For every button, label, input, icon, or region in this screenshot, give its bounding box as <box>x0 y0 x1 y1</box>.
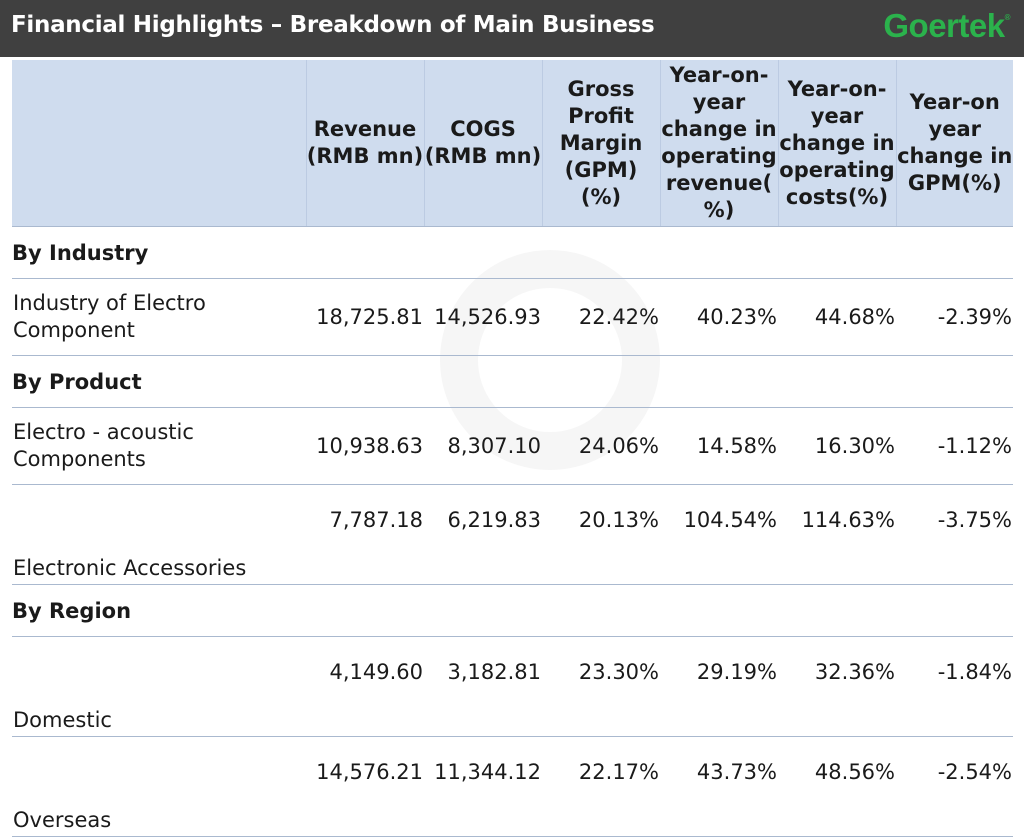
cell-yoy-costs: 114.63% <box>778 484 896 585</box>
row-label: Electro - acoustic Components <box>12 407 306 485</box>
cell-yoy-gpm: -2.39% <box>896 278 1013 356</box>
cell-gpm: 23.30% <box>542 636 660 737</box>
column-header-yoy-revenue: Year-on-year change in operating revenue… <box>660 60 779 227</box>
section-title: By Product <box>12 355 1013 408</box>
column-header-yoy-gpm: Year-on year change in GPM(%) <box>896 60 1013 227</box>
section-row: By Product <box>12 355 1013 408</box>
logo-text: Goertek <box>883 7 1005 44</box>
cell-yoy-revenue: 29.19% <box>660 636 778 737</box>
section-row: By Industry <box>12 226 1013 279</box>
row-label: Overseas <box>12 736 306 837</box>
column-header-blank <box>12 60 307 227</box>
cell-cogs: 11,344.12 <box>424 736 542 837</box>
table-row: Industry of Electro Component 18,725.81 … <box>12 278 1013 356</box>
header-row: Revenue (RMB mn) COGS (RMB mn) Gross Pro… <box>12 60 1013 227</box>
cell-yoy-revenue: 40.23% <box>660 278 778 356</box>
table-row: Electronic Accessories 7,787.18 6,219.83… <box>12 484 1013 585</box>
main-business-table: Revenue (RMB mn) COGS (RMB mn) Gross Pro… <box>12 60 1013 837</box>
table-row: Electro - acoustic Components 10,938.63 … <box>12 407 1013 485</box>
cell-yoy-revenue: 14.58% <box>660 407 778 485</box>
cell-revenue: 10,938.63 <box>306 407 424 485</box>
cell-yoy-costs: 48.56% <box>778 736 896 837</box>
cell-yoy-gpm: -1.84% <box>896 636 1013 737</box>
section-title: By Industry <box>12 226 1013 279</box>
cell-yoy-revenue: 43.73% <box>660 736 778 837</box>
cell-gpm: 24.06% <box>542 407 660 485</box>
cell-cogs: 3,182.81 <box>424 636 542 737</box>
table-row: Overseas 14,576.21 11,344.12 22.17% 43.7… <box>12 736 1013 837</box>
cell-revenue: 14,576.21 <box>306 736 424 837</box>
cell-revenue: 4,149.60 <box>306 636 424 737</box>
table-row: Domestic 4,149.60 3,182.81 23.30% 29.19%… <box>12 636 1013 737</box>
cell-revenue: 7,787.18 <box>306 484 424 585</box>
column-header-yoy-costs: Year-on-year change in operating costs(%… <box>778 60 897 227</box>
cell-yoy-costs: 32.36% <box>778 636 896 737</box>
column-header-cogs: COGS (RMB mn) <box>424 60 543 227</box>
section-row: By Region <box>12 584 1013 637</box>
goertek-logo: Goertek® <box>883 7 1010 45</box>
column-header-gpm: Gross Profit Margin (GPM) (%) <box>542 60 661 227</box>
cell-yoy-costs: 44.68% <box>778 278 896 356</box>
row-label: Domestic <box>12 636 306 737</box>
cell-yoy-gpm: -3.75% <box>896 484 1013 585</box>
cell-gpm: 20.13% <box>542 484 660 585</box>
row-label: Electronic Accessories <box>12 484 306 585</box>
cell-cogs: 14,526.93 <box>424 278 542 356</box>
cell-cogs: 8,307.10 <box>424 407 542 485</box>
row-label: Industry of Electro Component <box>12 278 306 356</box>
section-title: By Region <box>12 584 1013 637</box>
cell-yoy-costs: 16.30% <box>778 407 896 485</box>
cell-yoy-gpm: -2.54% <box>896 736 1013 837</box>
title-bar: Financial Highlights – Breakdown of Main… <box>0 0 1024 57</box>
cell-yoy-revenue: 104.54% <box>660 484 778 585</box>
cell-cogs: 6,219.83 <box>424 484 542 585</box>
cell-revenue: 18,725.81 <box>306 278 424 356</box>
cell-gpm: 22.17% <box>542 736 660 837</box>
column-header-revenue: Revenue (RMB mn) <box>306 60 425 227</box>
cell-yoy-gpm: -1.12% <box>896 407 1013 485</box>
page-title: Financial Highlights – Breakdown of Main… <box>11 12 655 38</box>
cell-gpm: 22.42% <box>542 278 660 356</box>
registered-mark: ® <box>1004 13 1011 22</box>
